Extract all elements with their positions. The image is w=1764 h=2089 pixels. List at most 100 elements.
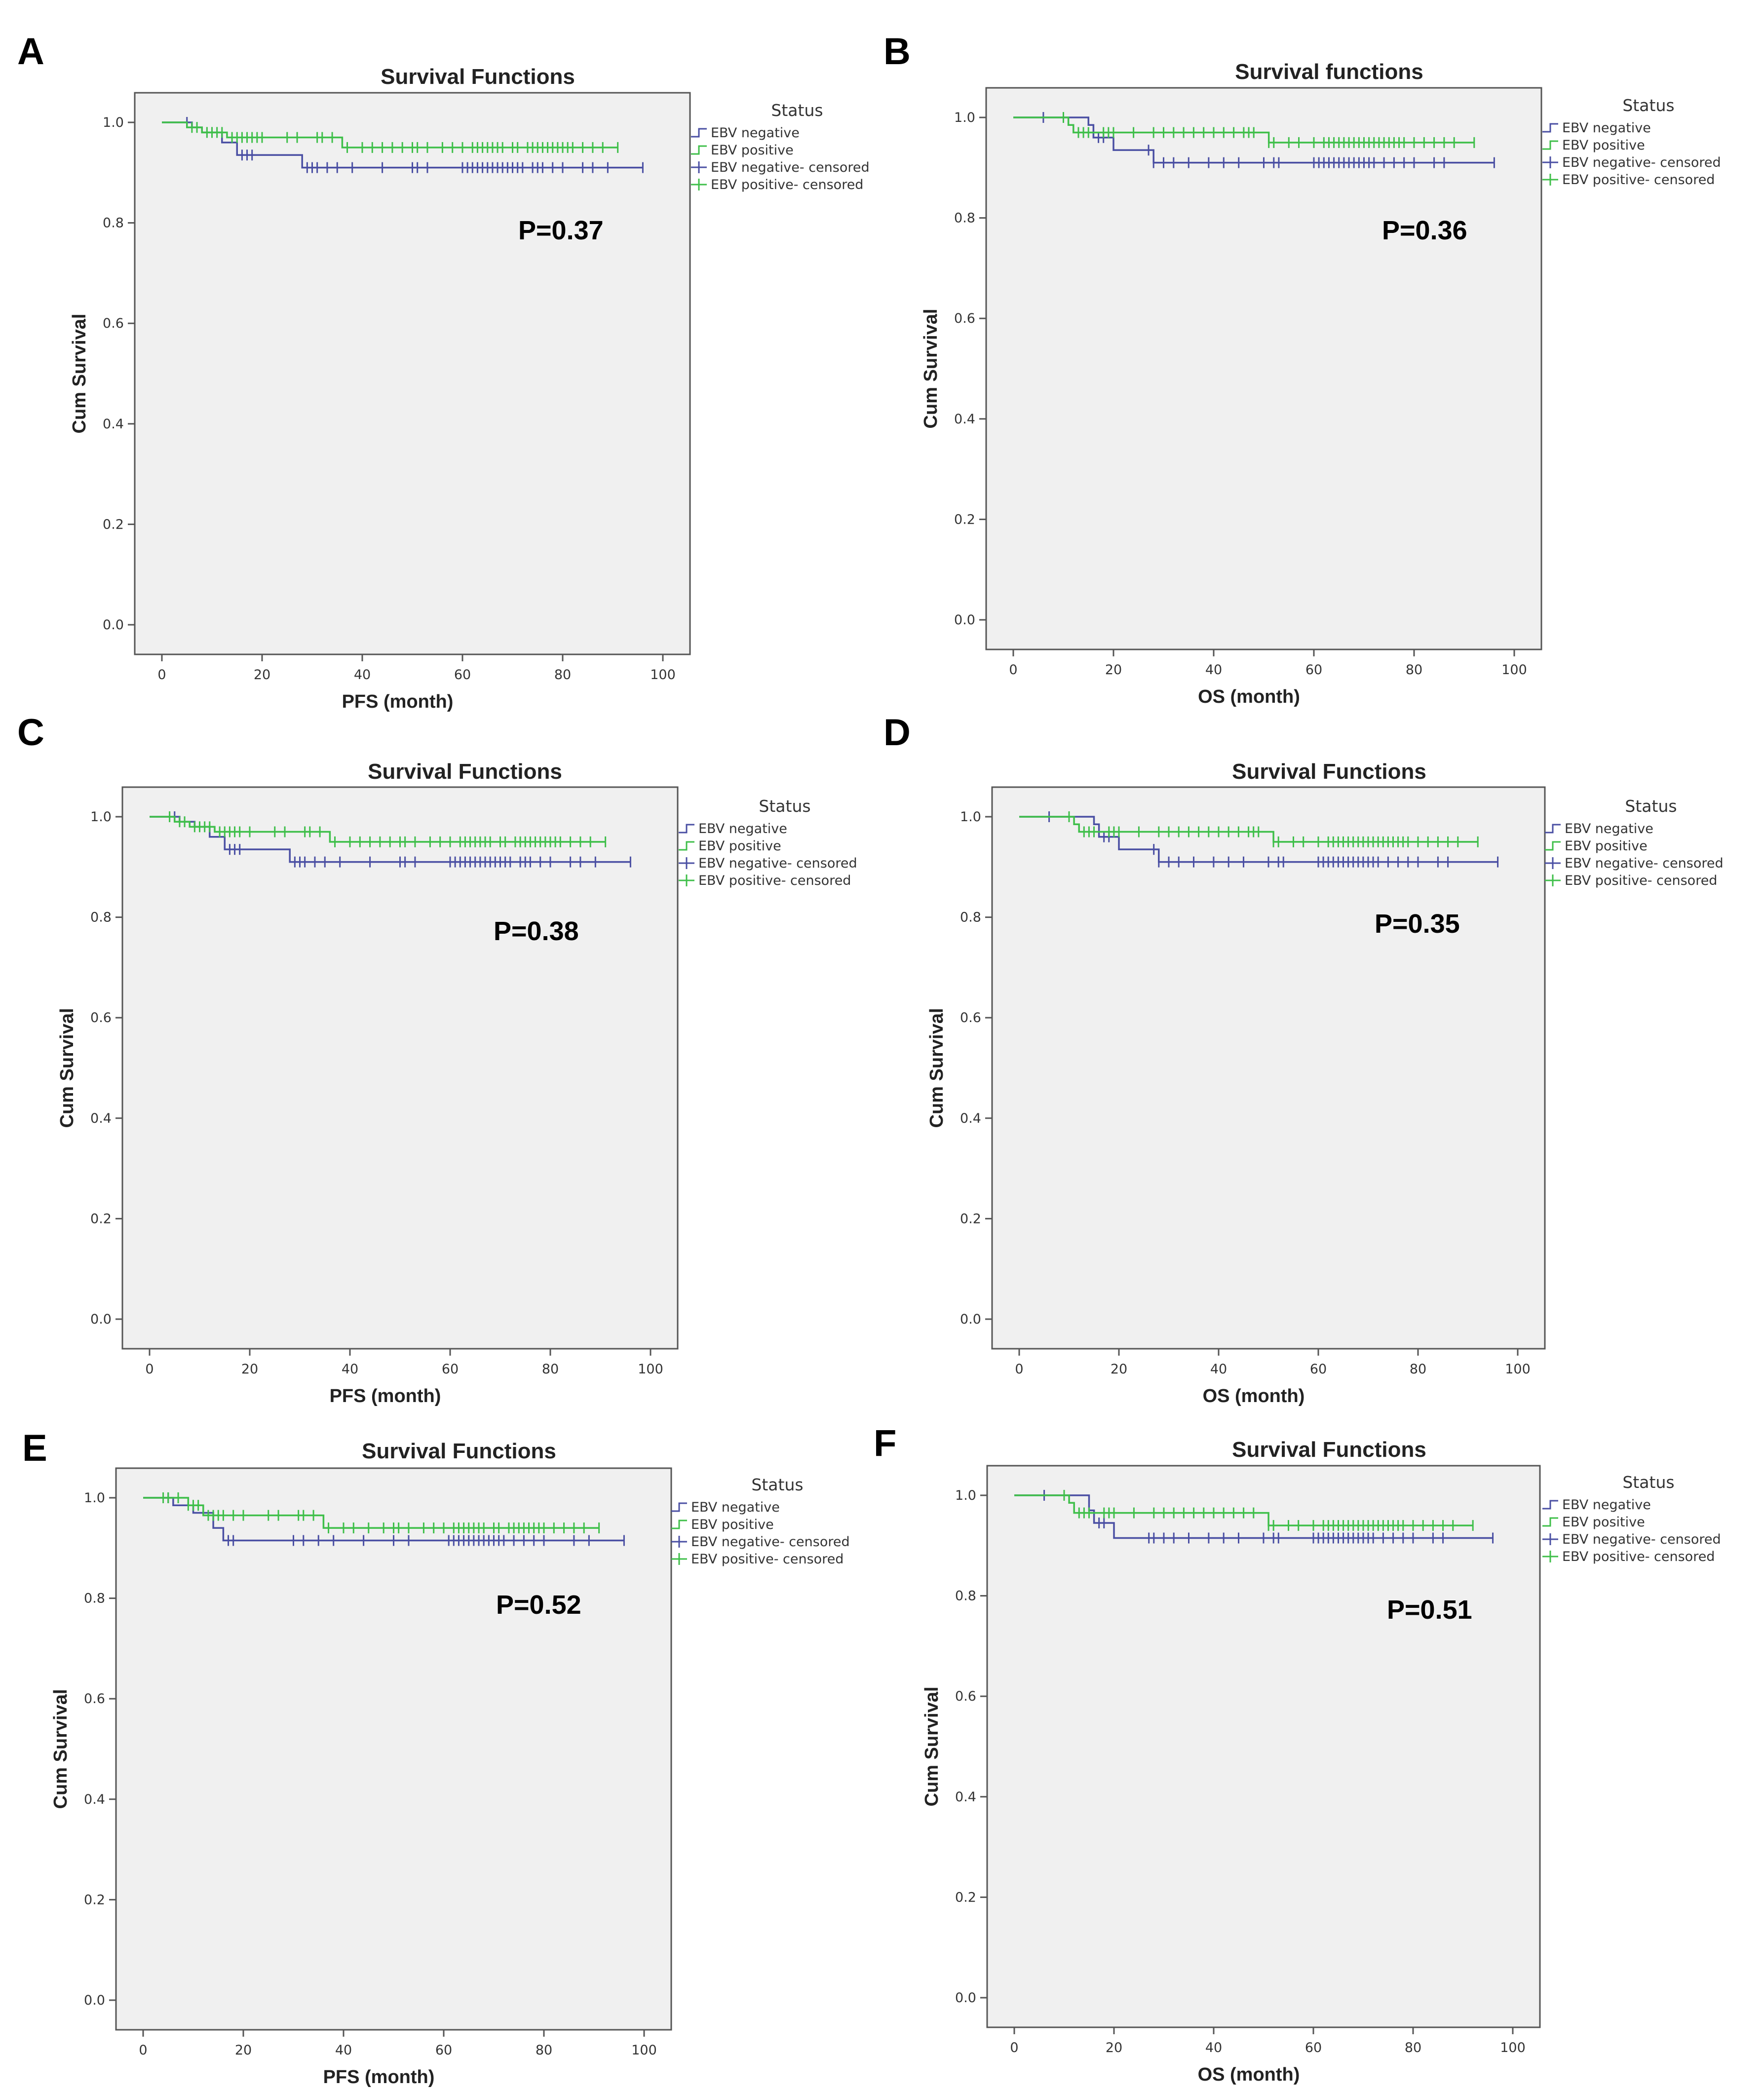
legend-step-icon (679, 841, 694, 851)
legend-label: EBV positive- censored (711, 177, 863, 192)
plot-area (134, 92, 691, 655)
y-tick-label: 0.8 (90, 910, 112, 925)
y-tick-label: 0.6 (955, 1689, 976, 1704)
y-axis-label: Cum Survival (920, 309, 941, 429)
legend-swatch (1542, 1533, 1558, 1545)
y-tick-label: 0.4 (90, 1111, 112, 1126)
y-tick-label: 0.6 (84, 1691, 105, 1707)
ebv-positive-survival-line (162, 121, 618, 149)
x-tick-label: 100 (1500, 2040, 1526, 2055)
y-tick-label: 0.4 (954, 412, 975, 427)
x-tick-label: 20 (1111, 1362, 1127, 1377)
x-axis-label: OS (month) (1198, 2064, 1300, 2085)
y-tick-label: 0.0 (960, 1312, 981, 1327)
chart-title: Survival Functions (381, 65, 575, 89)
legend-step-icon (1545, 841, 1561, 851)
x-tick-label: 100 (1505, 1362, 1531, 1377)
x-tick-label: 40 (1205, 2040, 1222, 2055)
legend-label: EBV positive- censored (1562, 1549, 1715, 1564)
plot-area (115, 1467, 672, 2031)
x-tick-label: 40 (342, 1362, 358, 1377)
legend-title: Status (1625, 797, 1677, 816)
legend-swatch (691, 145, 707, 155)
panel-letter: D (883, 712, 911, 754)
legend-label: EBV negative- censored (691, 1534, 850, 1550)
legend-step-icon (691, 128, 707, 138)
x-tick-label: 0 (1009, 662, 1017, 678)
ebv-negative-survival-line (1014, 1494, 1493, 1539)
legend-swatch (671, 1519, 687, 1529)
p-value-annotation: P=0.51 (1387, 1595, 1472, 1625)
x-tick-label: 60 (442, 1362, 459, 1377)
legend-swatch (671, 1553, 687, 1565)
legend-title: Status (759, 797, 810, 816)
y-tick-label: 0.2 (84, 1892, 105, 1907)
legend-swatch (679, 874, 694, 886)
panel-c: C Survival Functions 0.0 0.2 0.4 0.6 0.8 1.0 0 20… (17, 712, 857, 1406)
y-tick-label: 0.2 (954, 512, 975, 527)
y-tick-label: 0.0 (103, 617, 124, 633)
legend-label: EBV positive (698, 838, 781, 854)
x-axis-label: PFS (month) (330, 1386, 441, 1406)
chart-title: Survival Functions (1232, 760, 1426, 784)
legend-label: EBV positive- censored (1562, 172, 1715, 188)
legend-label: EBV positive (1562, 138, 1645, 153)
legend-step-icon (671, 1519, 687, 1529)
legend-swatch (691, 128, 707, 138)
y-tick-label: 0.0 (955, 1990, 976, 2006)
x-tick-label: 0 (139, 2043, 147, 2058)
x-tick-label: 100 (638, 1362, 663, 1377)
y-tick-label: 0.8 (954, 211, 975, 226)
panel-letter: F (874, 1422, 896, 1464)
legend-step-icon (1542, 1500, 1558, 1510)
plot-area (985, 87, 1542, 650)
y-tick-label: 1.0 (90, 809, 112, 825)
panel-letter: C (17, 712, 44, 754)
legend-swatch (1542, 1517, 1558, 1527)
y-axis-label: Cum Survival (921, 1687, 942, 1807)
x-axis-label: PFS (month) (342, 691, 454, 712)
x-tick-label: 40 (1205, 662, 1222, 678)
x-tick-label: 20 (241, 1362, 258, 1377)
legend-swatch (1545, 824, 1561, 834)
legend-label: EBV negative- censored (1565, 856, 1724, 871)
legend-swatch (679, 841, 694, 851)
legend-label: EBV negative- censored (698, 856, 857, 871)
legend-label: EBV negative- censored (711, 160, 870, 175)
x-tick-label: 60 (1305, 2040, 1322, 2055)
legend-title: Status (1622, 1473, 1674, 1492)
x-axis-label: PFS (month) (323, 2067, 435, 2088)
x-tick-label: 20 (1106, 2040, 1122, 2055)
legend-label: EBV negative (711, 125, 800, 141)
x-axis-label: OS (month) (1203, 1386, 1305, 1406)
panel-letter: E (22, 1427, 47, 1469)
x-tick-label: 80 (554, 667, 571, 683)
legend-step-icon (1542, 140, 1558, 150)
y-tick-label: 0.2 (90, 1211, 112, 1226)
x-tick-label: 40 (335, 2043, 352, 2058)
legend-swatch (691, 179, 707, 190)
legend-label: EBV negative (1562, 1497, 1651, 1513)
y-tick-label: 0.4 (103, 417, 124, 432)
chart-title: Survival Functions (368, 760, 562, 784)
legend-label: EBV negative- censored (1562, 1532, 1721, 1547)
y-tick-label: 1.0 (84, 1490, 105, 1506)
x-tick-label: 80 (1405, 2040, 1421, 2055)
legend-label: EBV positive (711, 143, 794, 158)
plot-area (986, 1465, 1541, 2028)
y-tick-label: 0.0 (954, 612, 975, 628)
x-tick-label: 100 (650, 667, 676, 683)
y-axis-label: Cum Survival (69, 314, 90, 434)
panel-letter: A (17, 31, 44, 73)
x-tick-label: 20 (235, 2043, 252, 2058)
legend-step-icon (1542, 123, 1558, 133)
x-tick-label: 80 (536, 2043, 552, 2058)
x-tick-label: 0 (1010, 2040, 1018, 2055)
y-axis-label: Cum Survival (50, 1689, 71, 1809)
x-tick-label: 60 (454, 667, 471, 683)
y-tick-label: 1.0 (103, 115, 124, 130)
plot-area (991, 786, 1546, 1350)
y-tick-label: 0.0 (90, 1312, 112, 1327)
legend-label: EBV positive- censored (1565, 873, 1717, 888)
p-value-annotation: P=0.52 (496, 1590, 581, 1620)
